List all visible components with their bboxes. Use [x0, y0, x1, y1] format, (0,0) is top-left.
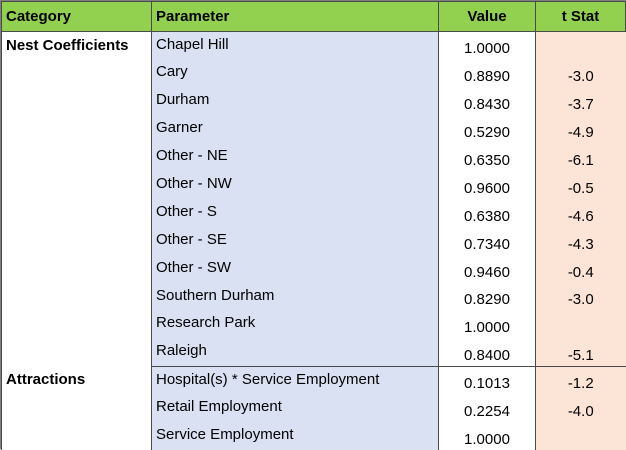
table-body: Nest Coefficients Chapel Hill 1.0000 Car… — [1, 31, 626, 450]
value-cell: 1.0000 — [438, 421, 536, 450]
table-row: Service Employment 1.0000 — [2, 421, 626, 450]
tstat-cell — [535, 421, 626, 450]
value-cell: 0.5290 — [438, 115, 536, 144]
value-cell: 0.8400 — [438, 338, 536, 367]
table-row: Garner 0.5290 -4.9 — [2, 115, 626, 144]
table-row: Southern Durham 0.8290 -3.0 — [2, 282, 626, 311]
table-row: Durham 0.8430 -3.7 — [2, 87, 626, 116]
parameter-cell: Retail Employment — [151, 394, 439, 422]
value-cell: 0.6380 — [438, 198, 536, 227]
table-row: Other - S 0.6380 -4.6 — [2, 198, 626, 227]
tstat-cell: -4.9 — [535, 115, 626, 144]
parameter-cell: Service Employment — [151, 421, 439, 450]
value-cell: 0.1013 — [438, 366, 536, 395]
table-row: Cary 0.8890 -3.0 — [2, 59, 626, 88]
table-row: Other - SW 0.9460 -0.4 — [2, 254, 626, 283]
value-cell: 0.6350 — [438, 143, 536, 171]
value-cell: 1.0000 — [438, 310, 536, 339]
tstat-cell: -4.3 — [535, 226, 626, 255]
header-category: Category — [1, 1, 152, 32]
value-cell: 0.7340 — [438, 226, 536, 255]
parameter-cell: Other - S — [151, 198, 439, 227]
header-parameter: Parameter — [151, 1, 439, 32]
table-row: Retail Employment 0.2254 -4.0 — [2, 394, 626, 422]
value-cell: 0.8290 — [438, 282, 536, 311]
table-row: Research Park 1.0000 — [2, 310, 626, 339]
parameter-cell: Southern Durham — [151, 282, 439, 311]
table-row: Attractions Hospital(s) * Service Employ… — [1, 366, 626, 450]
table-row: Other - NE 0.6350 -6.1 — [2, 143, 626, 171]
tstat-cell: -3.0 — [535, 59, 626, 88]
parameter-cell: Other - NE — [151, 143, 439, 171]
value-cell: 0.9460 — [438, 254, 536, 283]
table-row: Nest Coefficients Chapel Hill 1.0000 — [1, 31, 626, 367]
tstat-cell — [535, 310, 626, 339]
tstat-cell: -5.1 — [535, 338, 626, 367]
parameter-cell: Cary — [151, 59, 439, 88]
tstat-cell: -3.0 — [535, 282, 626, 311]
category-cell: Nest Coefficients — [1, 31, 152, 367]
table-row: Raleigh 0.8400 -5.1 — [2, 338, 626, 367]
table-row: Other - NW 0.9600 -0.5 — [2, 170, 626, 199]
category-cell: Attractions — [1, 366, 152, 450]
tstat-cell: -0.4 — [535, 254, 626, 283]
value-cell: 1.0000 — [438, 31, 536, 60]
parameter-cell: Other - NW — [151, 170, 439, 199]
tstat-cell: -1.2 — [535, 366, 626, 395]
parameter-cell: Garner — [151, 115, 439, 144]
value-cell: 0.8430 — [438, 87, 536, 116]
parameter-cell: Research Park — [151, 310, 439, 339]
tstat-cell: -6.1 — [535, 143, 626, 171]
parameter-cell: Durham — [151, 87, 439, 116]
tstat-cell: -4.0 — [535, 394, 626, 422]
table-row: Other - SE 0.7340 -4.3 — [2, 226, 626, 255]
parameter-cell: Other - SE — [151, 226, 439, 255]
parameter-cell: Raleigh — [151, 338, 439, 367]
tstat-cell: -4.6 — [535, 198, 626, 227]
parameter-cell: Other - SW — [151, 254, 439, 283]
parameter-cell: Chapel Hill — [151, 31, 439, 60]
tstat-cell: -0.5 — [535, 170, 626, 199]
value-cell: 0.9600 — [438, 170, 536, 199]
header-row: Category Parameter Value t Stat — [1, 1, 626, 32]
parameter-cell: Hospital(s) * Service Employment — [151, 366, 439, 395]
tstat-cell: -3.7 — [535, 87, 626, 116]
header-value: Value — [438, 1, 536, 32]
value-cell: 0.8890 — [438, 59, 536, 88]
header-tstat: t Stat — [535, 1, 626, 32]
tstat-cell — [535, 31, 626, 60]
value-cell: 0.2254 — [438, 394, 536, 422]
